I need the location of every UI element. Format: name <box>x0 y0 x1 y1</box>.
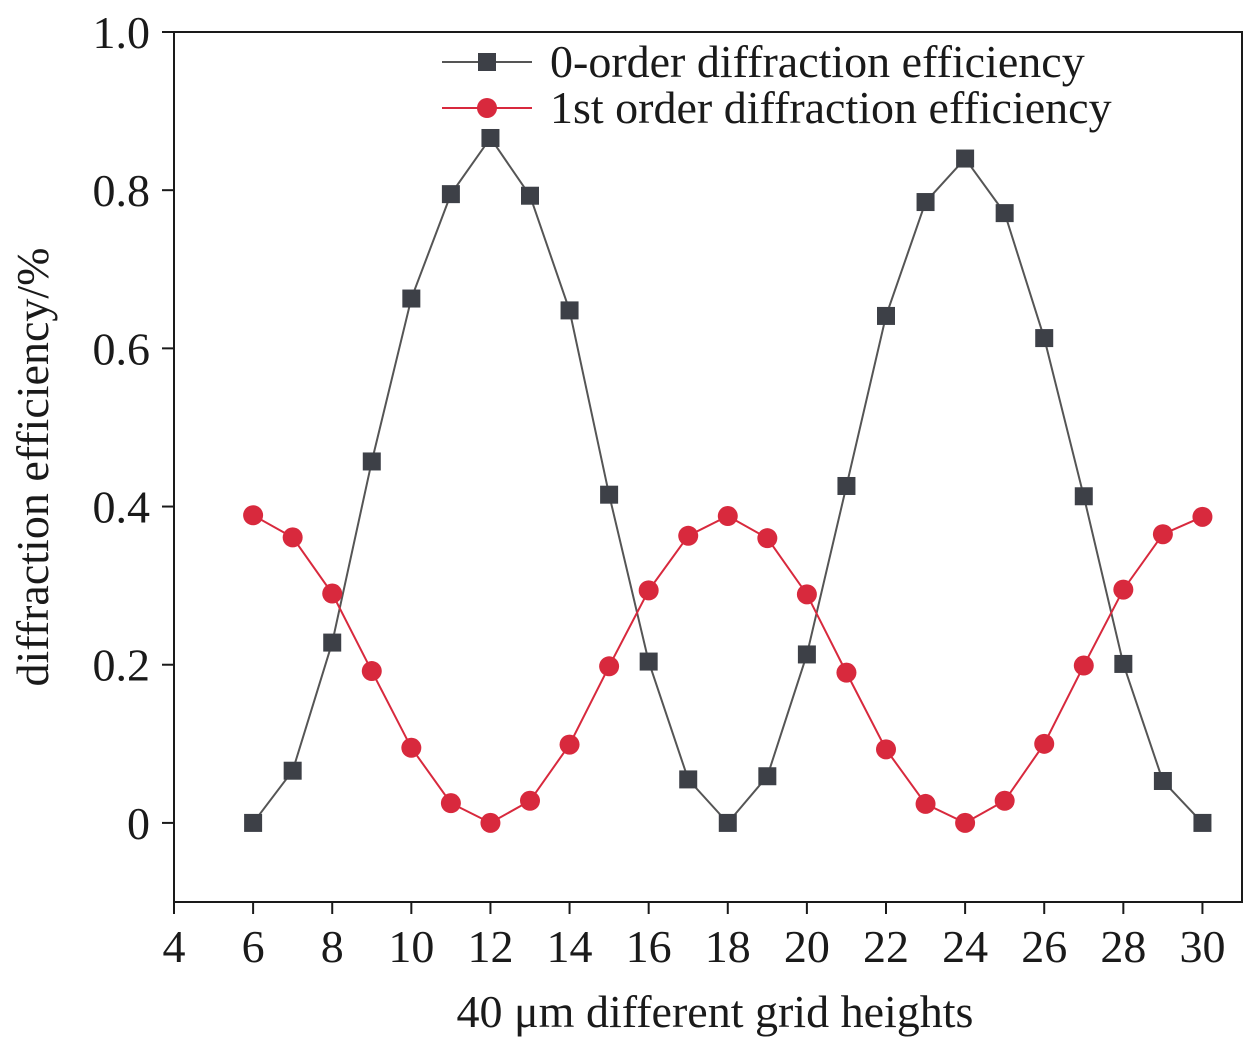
data-point-circle <box>559 734 580 755</box>
data-point-square <box>995 204 1014 223</box>
series-1 <box>243 505 1213 833</box>
x-tick-label: 24 <box>942 921 988 972</box>
data-point-square <box>560 301 579 320</box>
data-point-circle <box>401 737 422 758</box>
data-point-circle <box>1192 506 1213 527</box>
x-tick-label: 10 <box>388 921 434 972</box>
legend-marker-circle <box>477 98 497 118</box>
data-point-square <box>1114 654 1133 673</box>
data-point-circle <box>678 525 699 546</box>
x-tick-label: 16 <box>626 921 672 972</box>
data-point-square <box>481 128 500 147</box>
data-point-circle <box>796 584 817 605</box>
data-point-circle <box>322 583 343 604</box>
data-point-square <box>837 476 856 495</box>
data-point-circle <box>994 790 1015 811</box>
data-point-circle <box>1034 733 1055 754</box>
data-point-circle <box>361 661 382 682</box>
y-tick-label: 1.0 <box>93 7 151 58</box>
data-point-square <box>1074 487 1093 506</box>
data-point-square <box>1035 329 1054 348</box>
series-layer <box>243 128 1213 833</box>
data-point-square <box>521 186 539 205</box>
data-point-circle <box>717 506 738 527</box>
y-axis-ticks: 0 0.2 0.4 0.6 0.8 1.0 <box>93 7 174 849</box>
x-tick-label: 26 <box>1021 921 1067 972</box>
x-axis-label: 40 μm different grid heights <box>457 986 974 1037</box>
data-point-square <box>323 633 342 652</box>
x-tick-label: 22 <box>863 921 909 972</box>
x-tick-label: 12 <box>467 921 513 972</box>
data-point-square <box>600 485 619 504</box>
legend-label: 1st order diffraction efficiency <box>550 82 1112 133</box>
data-point-circle <box>915 793 936 814</box>
data-point-square <box>441 185 460 204</box>
data-point-square <box>916 193 935 212</box>
x-tick-label: 20 <box>784 921 830 972</box>
data-point-square <box>718 813 737 832</box>
data-point-square <box>758 767 777 786</box>
data-point-circle <box>480 812 501 833</box>
data-point-square <box>1153 771 1172 790</box>
x-tick-label: 6 <box>242 921 265 972</box>
data-point-circle <box>638 580 659 601</box>
y-tick-label: 0 <box>127 798 150 849</box>
data-point-circle <box>1113 579 1134 600</box>
data-point-circle <box>1152 524 1173 545</box>
x-axis-ticks: 4 6 8 10 12 14 16 18 20 22 24 26 28 30 <box>163 902 1225 972</box>
data-point-circle <box>1073 655 1094 676</box>
x-tick-label: 28 <box>1100 921 1146 972</box>
x-tick-label: 4 <box>163 921 186 972</box>
x-tick-label: 14 <box>547 921 593 972</box>
y-axis-label: diffraction efficiency/% <box>7 248 58 687</box>
series-0 <box>244 128 1212 832</box>
data-point-circle <box>836 662 857 683</box>
x-tick-label: 30 <box>1179 921 1225 972</box>
data-point-circle <box>243 505 264 526</box>
y-tick-label: 0.4 <box>93 482 151 533</box>
series-line <box>252 514 1203 825</box>
data-point-square <box>402 289 421 308</box>
data-point-square <box>877 306 895 325</box>
plot-frame <box>173 31 1243 903</box>
x-tick-label: 8 <box>321 921 344 972</box>
data-point-circle <box>599 656 620 677</box>
data-point-circle <box>440 793 461 814</box>
data-point-circle <box>520 790 540 811</box>
data-point-square <box>679 770 698 789</box>
data-point-square <box>1193 813 1212 832</box>
data-point-square <box>639 652 658 671</box>
legend-marker-square <box>478 53 496 71</box>
legend-label: 0-order diffraction efficiency <box>550 36 1085 87</box>
data-point-square <box>283 761 302 780</box>
data-point-square <box>797 645 816 664</box>
data-point-circle <box>757 528 778 549</box>
data-point-circle <box>955 812 976 833</box>
y-tick-label: 0.8 <box>93 165 151 216</box>
data-point-square <box>244 813 263 832</box>
data-point-circle <box>282 527 303 548</box>
x-tick-label: 18 <box>705 921 751 972</box>
series-line <box>252 136 1204 825</box>
data-point-circle <box>876 739 896 760</box>
y-tick-label: 0.6 <box>93 323 151 374</box>
data-point-square <box>362 452 381 471</box>
y-tick-label: 0.2 <box>93 640 151 691</box>
data-point-square <box>956 149 975 168</box>
